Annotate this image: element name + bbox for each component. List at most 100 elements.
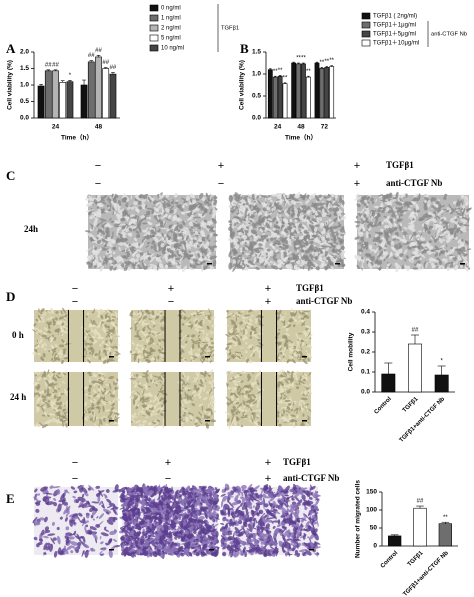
cell [202, 329, 205, 335]
cell [163, 211, 166, 215]
cell [315, 200, 318, 204]
legend-label: 5 ng/ml [161, 36, 181, 42]
cell [206, 349, 211, 353]
cell [195, 228, 198, 233]
significance-label: ** [306, 69, 311, 75]
cell [203, 219, 207, 223]
cell [178, 251, 183, 255]
cell [307, 209, 311, 213]
cell [174, 225, 179, 232]
cell [211, 214, 216, 216]
cell [128, 243, 132, 247]
cell [171, 199, 175, 201]
cell [228, 262, 233, 270]
cell [178, 224, 183, 229]
cell [295, 236, 300, 243]
cell [203, 200, 208, 205]
cell [152, 265, 157, 270]
cell [241, 220, 249, 225]
cell [165, 217, 171, 222]
cell [314, 252, 319, 257]
bar [324, 67, 330, 119]
cell [94, 265, 97, 269]
cell [302, 244, 306, 248]
cell [313, 238, 320, 243]
x-tick-label: 24 [274, 124, 282, 131]
bar [102, 68, 110, 119]
cell [181, 236, 185, 240]
legend-swatch [149, 14, 159, 22]
cell [101, 238, 106, 242]
bar [267, 69, 273, 119]
cell [259, 193, 262, 199]
cell [108, 197, 112, 204]
cell [241, 228, 245, 236]
cell [112, 251, 116, 255]
cell [145, 244, 149, 248]
cell [123, 196, 128, 201]
bar [66, 81, 74, 119]
cell [303, 224, 309, 231]
cell [142, 252, 147, 257]
cell [285, 234, 292, 241]
cell [166, 240, 169, 244]
cell [256, 195, 259, 199]
cell [272, 253, 277, 259]
cell [247, 193, 253, 198]
cell [201, 250, 204, 255]
cell [189, 259, 194, 264]
cell [203, 250, 207, 254]
cell [307, 224, 310, 228]
y-tick-label: 0.5 [20, 98, 29, 105]
cell [207, 246, 211, 253]
cell [118, 246, 121, 251]
cell [234, 244, 239, 250]
y-tick-label: 0.2 [361, 349, 370, 356]
cell [314, 195, 320, 202]
cell [136, 208, 140, 214]
significance-label: * [440, 359, 443, 365]
cell [153, 243, 157, 252]
cell [127, 206, 131, 211]
bar [319, 67, 325, 119]
cell [257, 234, 262, 239]
condition-sign: − [165, 473, 171, 485]
cell [88, 264, 93, 269]
significance-label: ## [417, 499, 424, 505]
cell [196, 245, 200, 248]
cell [207, 203, 212, 207]
cell [208, 220, 212, 226]
condition-sign: + [168, 283, 174, 295]
cell [205, 264, 210, 267]
micrograph [228, 191, 347, 272]
cell [132, 242, 136, 247]
cell [116, 220, 121, 224]
cell [239, 201, 243, 209]
cell [129, 225, 137, 229]
y-axis-label: Cell viability (%) [239, 60, 246, 110]
cell [138, 195, 142, 199]
cell [129, 249, 138, 252]
cell [204, 258, 212, 262]
cell [287, 414, 290, 417]
cell [92, 237, 97, 241]
cell [99, 265, 105, 272]
legend-group-label: TGFβ1 [221, 26, 239, 32]
significance-label: ## [95, 48, 102, 54]
y-tick-label: 0.0 [252, 115, 261, 122]
cell [273, 232, 278, 237]
cell [239, 249, 243, 254]
condition-sign: − [72, 457, 78, 469]
cell [207, 228, 211, 230]
cell [337, 205, 340, 207]
cell [340, 215, 347, 221]
cell [212, 209, 218, 212]
cell [280, 210, 284, 215]
cell [327, 193, 331, 197]
scale-bar [109, 549, 114, 551]
bar [95, 56, 102, 119]
cell [99, 220, 104, 225]
legend-label: TGFβ1＋1μg/ml [373, 22, 416, 29]
cell [255, 249, 260, 254]
bar [277, 75, 283, 119]
